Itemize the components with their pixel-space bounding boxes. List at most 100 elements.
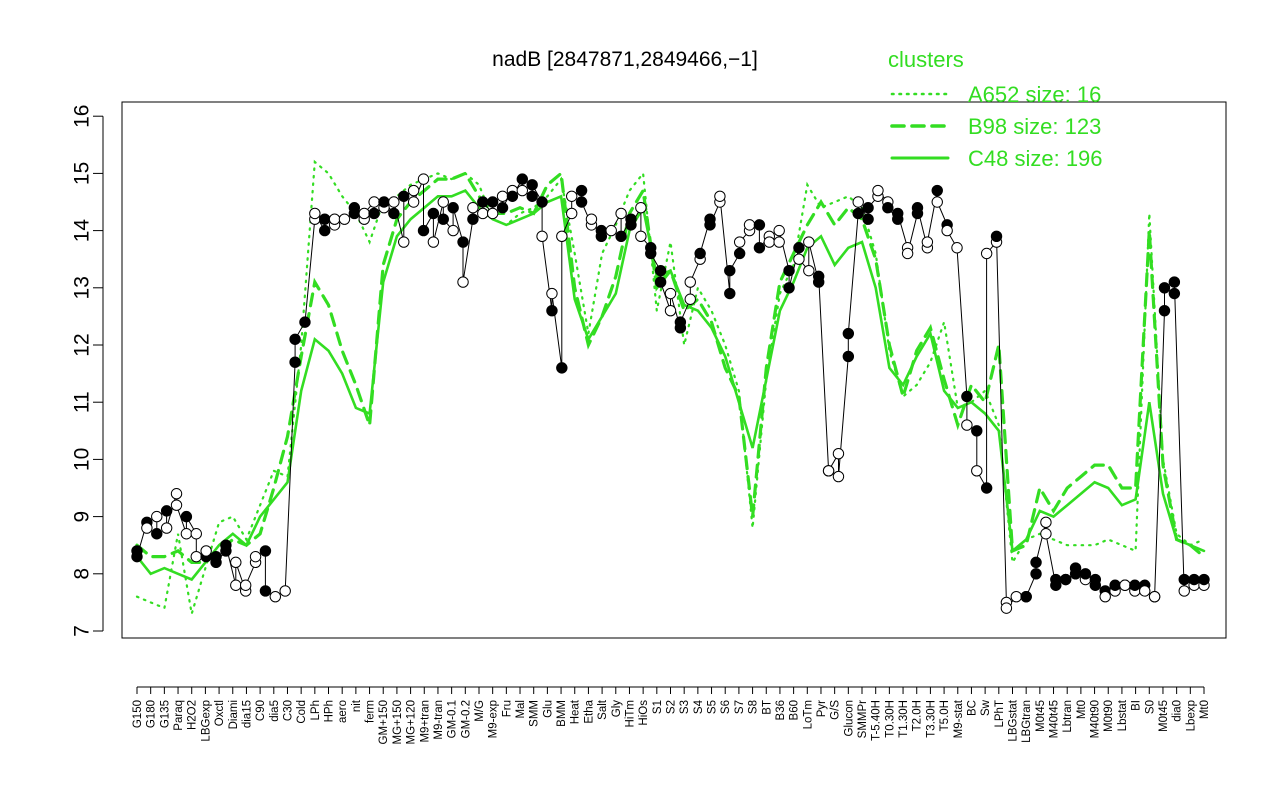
data-point xyxy=(980,247,993,260)
x-tick-label: T3.30H xyxy=(925,700,937,738)
data-point xyxy=(388,207,400,220)
x-tick-label: HiTm xyxy=(624,700,636,727)
x-tick-label: S4 xyxy=(693,699,705,714)
y-tick-label: 12 xyxy=(71,333,94,356)
data-point xyxy=(259,585,272,597)
x-tick-label: T5.0H xyxy=(939,700,951,731)
x-tick-label: M9-exp xyxy=(488,700,500,738)
data-point xyxy=(427,236,440,248)
x-tick-label: T1.30H xyxy=(898,700,910,738)
x-tick-label: LPh xyxy=(310,700,322,720)
data-point xyxy=(832,470,845,483)
data-point xyxy=(566,207,578,220)
x-tick-label: S5 xyxy=(707,700,719,714)
x-tick-label: Glucon xyxy=(843,700,855,736)
x-axis: G150 G180 G135 Paraq H2O2 LBGexp Oxctl Diami dia… xyxy=(132,686,1211,744)
x-tick-label: S6 xyxy=(720,700,732,714)
x-tick-label: BT xyxy=(761,700,773,715)
data-point xyxy=(190,550,202,563)
data-point xyxy=(1000,602,1013,614)
data-point xyxy=(1030,556,1042,569)
x-tick-label: C90 xyxy=(255,700,267,721)
y-tick-label: 11 xyxy=(71,391,94,413)
y-tick-label: 13 xyxy=(71,276,94,299)
y-tick-label: 7 xyxy=(71,625,94,637)
x-tick-label: dia15 xyxy=(241,700,253,728)
x-tick-label: dia0 xyxy=(1172,700,1184,722)
data-point xyxy=(1168,276,1181,288)
data-point xyxy=(210,556,222,569)
x-tick-label: BI xyxy=(1131,700,1143,711)
x-tick-label: M0t45 xyxy=(1035,700,1047,732)
x-tick-label: dia5 xyxy=(269,700,281,722)
series-line-dashed xyxy=(135,170,1206,565)
data-point xyxy=(704,219,716,231)
data-point xyxy=(516,173,529,185)
x-tick-label: Lbtran xyxy=(1062,700,1074,733)
data-point xyxy=(664,304,677,317)
x-tick-label: Pyr xyxy=(816,700,828,717)
x-tick-label: GM-0.2 xyxy=(460,700,472,738)
data-point xyxy=(457,236,469,248)
data-point xyxy=(1099,590,1111,603)
x-tick-label: S1 xyxy=(652,700,664,714)
data-point xyxy=(368,196,380,208)
data-point xyxy=(862,202,874,214)
data-point xyxy=(1020,590,1032,603)
data-point xyxy=(892,207,904,220)
y-tick-label: 10 xyxy=(71,448,94,471)
data-point xyxy=(279,585,291,597)
x-tick-label: M/G xyxy=(474,700,486,722)
data-point xyxy=(437,196,449,208)
x-tick-label: Glu xyxy=(542,700,554,718)
x-tick-label: Mt0 xyxy=(1199,700,1211,719)
data-point xyxy=(1178,573,1190,586)
data-point xyxy=(546,287,558,300)
x-tick-label: Fru xyxy=(501,700,513,717)
x-tick-label: B36 xyxy=(775,700,787,720)
data-point xyxy=(407,184,420,197)
data-point xyxy=(398,190,410,202)
chart-title: nadB [2847871,2849466,−1] xyxy=(492,48,758,71)
data-point xyxy=(447,202,459,214)
data-point xyxy=(556,362,568,374)
data-point xyxy=(921,236,934,248)
x-tick-label: BC xyxy=(966,700,978,716)
x-tick-label: SMMPr xyxy=(857,700,869,739)
data-point xyxy=(980,482,993,494)
data-point xyxy=(793,253,805,265)
data-point xyxy=(615,230,627,243)
plot-frame xyxy=(121,101,1227,639)
data-point xyxy=(299,316,311,328)
x-tick-label: Paraq xyxy=(173,700,185,731)
data-point xyxy=(1119,579,1131,591)
data-point xyxy=(852,207,864,220)
data-point xyxy=(546,304,558,317)
data-point xyxy=(141,522,153,534)
data-point xyxy=(368,207,380,220)
data-point xyxy=(151,528,163,540)
series-line-dotted xyxy=(135,159,1206,615)
data-point xyxy=(1079,568,1092,580)
x-tick-label: Gly xyxy=(611,700,623,718)
data-point xyxy=(575,196,588,208)
x-tick-label: Mt0 xyxy=(1076,700,1088,719)
data-point xyxy=(1188,573,1200,586)
x-tick-label: M40t90 xyxy=(1090,700,1102,738)
legend-label: C48 size: 196 xyxy=(968,146,1103,171)
data-point xyxy=(575,184,588,197)
x-tick-label: S8 xyxy=(748,700,760,714)
data-point xyxy=(585,213,598,225)
legend-title: clusters xyxy=(888,47,964,72)
data-point xyxy=(239,579,252,591)
data-point xyxy=(684,293,696,305)
data-point xyxy=(971,465,983,477)
data-point xyxy=(783,264,795,277)
x-tick-label: Lbexp xyxy=(1185,700,1197,731)
data-point xyxy=(506,190,519,202)
data-point xyxy=(309,207,321,220)
data-point xyxy=(486,207,499,220)
data-point xyxy=(882,202,894,214)
y-tick-label: 16 xyxy=(71,105,94,128)
